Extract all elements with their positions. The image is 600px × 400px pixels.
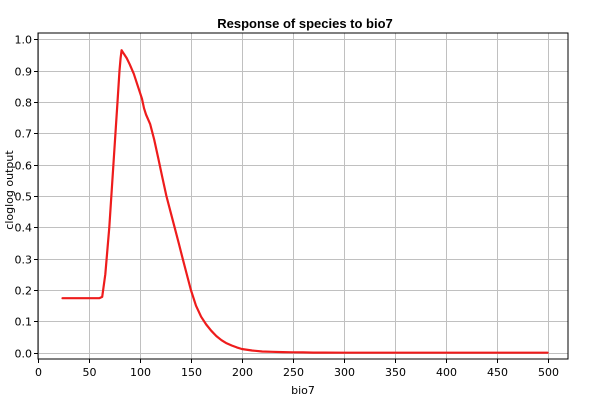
grid — [38, 33, 568, 359]
x-tick-label: 250 — [283, 366, 304, 379]
x-tick-label: 150 — [181, 366, 202, 379]
x-tick-label: 50 — [83, 366, 97, 379]
y-tick-label: 0.6 — [15, 160, 33, 173]
y-tick-label: 1.0 — [15, 34, 33, 47]
y-tick-label: 0.9 — [15, 66, 33, 79]
x-tick-label: 400 — [436, 366, 457, 379]
x-tick-label: 450 — [487, 366, 508, 379]
y-tick-label: 0.8 — [15, 97, 33, 110]
x-tick-label: 300 — [334, 366, 355, 379]
x-tick-label: 500 — [538, 366, 559, 379]
y-tick-label: 0.1 — [15, 316, 33, 329]
x-tick-label: 350 — [385, 366, 406, 379]
y-tick-label: 0.5 — [15, 191, 33, 204]
x-axis: 0 50 100 150 200 250 300 350 400 450 500 — [35, 359, 559, 379]
y-axis-label: cloglog output — [3, 150, 16, 230]
x-tick-label: 100 — [130, 366, 151, 379]
y-tick-label: 0.0 — [15, 348, 33, 361]
curve-layer — [61, 49, 549, 354]
x-axis-label: bio7 — [291, 384, 315, 397]
y-tick-label: 0.3 — [15, 254, 33, 267]
response-curve — [61, 49, 549, 354]
x-tick-label: 0 — [35, 366, 42, 379]
y-axis: 0.0 0.1 0.2 0.3 0.4 0.5 0.6 0.7 0.8 0.9 1.0 — [15, 34, 38, 361]
y-tick-label: 0.7 — [15, 128, 33, 141]
chart-title: Response of species to bio7 — [217, 16, 393, 31]
y-tick-label: 0.2 — [15, 285, 33, 298]
x-tick-label: 200 — [232, 366, 253, 379]
y-tick-label: 0.4 — [15, 222, 33, 235]
